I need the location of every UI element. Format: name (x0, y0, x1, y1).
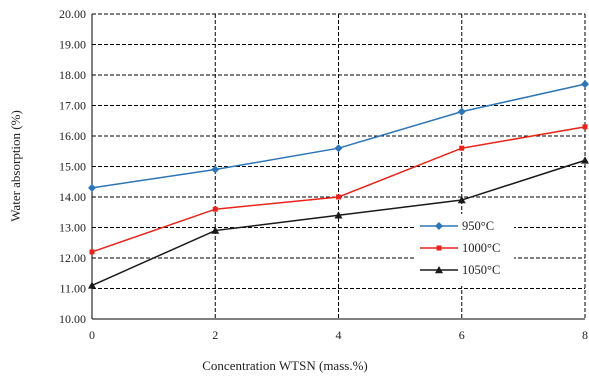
series-3-point (88, 281, 96, 289)
axes (91, 14, 585, 320)
series-1-point (334, 144, 343, 153)
x-tick-label: 4 (336, 328, 342, 342)
legend-label-2: 1000°C (462, 241, 500, 255)
series-2-point (582, 124, 588, 130)
series-2-point (89, 249, 95, 255)
y-axis-title: Water absorption (%) (8, 110, 23, 222)
y-tick-label: 18.00 (59, 68, 86, 82)
legend-marker-1 (435, 222, 443, 230)
y-tick-label: 10.00 (59, 312, 86, 326)
y-tick-label: 13.00 (59, 221, 86, 235)
y-tick-label: 16.00 (59, 129, 86, 143)
x-tick-label: 8 (582, 328, 588, 342)
legend-marker-3 (435, 266, 443, 274)
y-tick-label: 12.00 (59, 251, 86, 265)
series-1-point (457, 107, 466, 116)
series-3-point (334, 211, 343, 219)
series-1-point (211, 165, 220, 174)
y-tick-label: 17.00 (59, 99, 86, 113)
series-3-point (581, 156, 589, 164)
legend-label-1: 950°C (462, 219, 494, 233)
series-3-point (457, 196, 466, 204)
series-1-point (88, 183, 96, 192)
series-1-point (581, 80, 589, 89)
legend-marker-2 (436, 245, 442, 251)
y-tick-label: 11.00 (59, 282, 86, 296)
x-tick-labels: 0 2 4 6 8 (89, 328, 588, 342)
series-2-point (336, 194, 341, 200)
y-tick-label: 15.00 (59, 160, 86, 174)
legend-label-3: 1050°C (462, 263, 500, 277)
x-tick-label: 6 (459, 328, 465, 342)
series-2-point (212, 206, 218, 212)
y-tick-label: 14.00 (59, 190, 86, 204)
legend: 950°C 1000°C 1050°C (414, 214, 514, 286)
y-tick-label: 20.00 (59, 7, 86, 21)
x-tick-label: 2 (212, 328, 218, 342)
y-tick-label: 19.00 (59, 38, 86, 52)
y-tick-labels: 10.00 11.00 12.00 13.00 14.00 15.00 16.00 17.00… (59, 7, 86, 326)
x-axis-title: Concentration WTSN (mass.%) (202, 358, 367, 373)
series-3-point (211, 226, 220, 234)
series-group (88, 80, 589, 289)
x-tick-label: 0 (89, 328, 95, 342)
series-2-point (459, 145, 465, 151)
